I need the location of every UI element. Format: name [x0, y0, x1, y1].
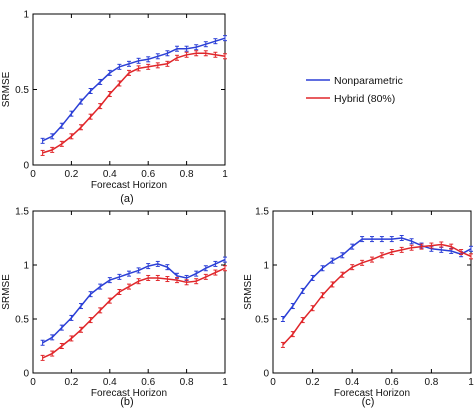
x-tick-label: 1 — [222, 169, 228, 180]
series-nonparametric — [40, 35, 227, 144]
y-axis-label: SRMSE — [1, 71, 12, 107]
y-axis-label: SRMSE — [243, 274, 254, 310]
chart-panels: 0 0.2 0.4 0.6 0.8 1 0 0.5 1 Forecast Horizon SRMSE… — [1, 10, 474, 408]
series-line — [42, 52, 226, 154]
x-tick-label: 0.2 — [306, 377, 320, 388]
series-hybrid — [40, 50, 227, 156]
series-line — [282, 243, 472, 346]
chart-panel: 0 0.2 0.4 0.6 0.8 1 0 0.5 1 Forecast Horizon SRMSE… — [1, 10, 228, 206]
series-hybrid — [280, 241, 473, 348]
x-tick-label: 0.6 — [141, 169, 155, 180]
y-tick-label: 1 — [23, 261, 29, 272]
y-tick-label: 1.5 — [255, 207, 269, 218]
y-tick-label: 0.5 — [15, 85, 29, 96]
x-tick-label: 1 — [222, 377, 228, 388]
y-tick-label: 0.5 — [255, 315, 269, 326]
chart-panel: 0 0.2 0.4 0.6 0.8 1 0 0.5 1 1.5 Forecast Horizon SR… — [1, 207, 228, 408]
series-line — [42, 258, 226, 344]
series-nonparametric — [280, 235, 473, 322]
y-tick-label: 1 — [263, 261, 269, 272]
x-tick-label: 0 — [270, 377, 276, 388]
legend-label-hybrid: Hybrid (80%) — [334, 93, 395, 105]
plot-frame — [272, 210, 472, 374]
legend: Nonparametric Hybrid (80%) — [302, 66, 420, 106]
series-line — [42, 267, 226, 359]
x-tick-label: 0.2 — [64, 377, 78, 388]
x-tick-label: 0 — [30, 377, 36, 388]
series-nonparametric — [40, 256, 227, 346]
x-tick-label: 0.2 — [64, 169, 78, 180]
y-tick-label: 0.5 — [15, 315, 29, 326]
x-tick-label: 1 — [468, 377, 474, 388]
panel-caption: (c) — [362, 396, 375, 408]
x-tick-label: 0.8 — [180, 169, 194, 180]
x-tick-label: 0.4 — [345, 377, 359, 388]
x-tick-label: 0.4 — [103, 169, 117, 180]
x-tick-label: 0.8 — [180, 377, 194, 388]
x-tick-label: 0.8 — [424, 377, 438, 388]
series-line — [282, 237, 472, 320]
x-axis-label: Forecast Horizon — [334, 388, 410, 399]
x-tick-label: 0.4 — [103, 377, 117, 388]
legend-box — [302, 66, 420, 106]
y-tick-label: 1 — [23, 10, 29, 21]
plot-frame — [32, 210, 226, 374]
y-tick-label: 0 — [263, 369, 269, 380]
x-tick-label: 0 — [30, 169, 36, 180]
x-axis-label: Forecast Horizon — [91, 388, 167, 399]
series-line — [42, 37, 226, 142]
series-hybrid — [40, 265, 227, 361]
panel-caption: (a) — [120, 193, 133, 205]
chart-panel: 0 0.2 0.4 0.6 0.8 1 0 0.5 1 1.5 Forecast Horizon SR… — [243, 207, 474, 408]
x-axis-label: Forecast Horizon — [91, 180, 167, 191]
y-tick-label: 1.5 — [15, 207, 29, 218]
legend-label-nonparametric: Nonparametric — [334, 75, 403, 87]
x-tick-label: 0.6 — [385, 377, 399, 388]
y-axis-label: SRMSE — [1, 274, 12, 310]
x-tick-label: 0.6 — [141, 377, 155, 388]
y-tick-label: 0 — [23, 369, 29, 380]
y-tick-label: 0 — [23, 161, 29, 172]
panel-caption: (b) — [120, 396, 133, 408]
